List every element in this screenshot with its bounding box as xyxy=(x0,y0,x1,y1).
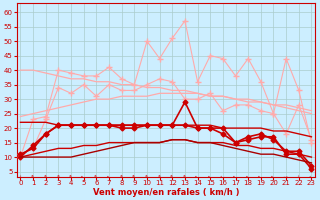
Text: ↗: ↗ xyxy=(55,174,62,181)
Text: ↗: ↗ xyxy=(144,174,150,181)
Text: ↗: ↗ xyxy=(156,174,163,181)
Text: ↖: ↖ xyxy=(308,174,315,181)
Text: ↑: ↑ xyxy=(106,174,112,181)
Text: ↑: ↑ xyxy=(232,174,239,181)
Text: ↗: ↗ xyxy=(42,174,49,181)
Text: ↗: ↗ xyxy=(30,174,36,181)
Text: ↖: ↖ xyxy=(220,174,226,181)
Text: ↗: ↗ xyxy=(181,174,188,181)
X-axis label: Vent moyen/en rafales ( km/h ): Vent moyen/en rafales ( km/h ) xyxy=(93,188,239,197)
Text: ↗: ↗ xyxy=(68,174,75,181)
Text: ↗: ↗ xyxy=(93,174,100,181)
Text: ↘: ↘ xyxy=(283,174,290,181)
Text: ↑: ↑ xyxy=(257,174,264,181)
Text: ↑: ↑ xyxy=(194,174,201,181)
Text: ↑: ↑ xyxy=(80,174,87,181)
Text: ↑: ↑ xyxy=(245,174,252,181)
Text: ↗: ↗ xyxy=(131,174,138,181)
Text: ↑: ↑ xyxy=(207,174,214,181)
Text: ↗: ↗ xyxy=(169,174,176,181)
Text: ↗: ↗ xyxy=(118,174,125,181)
Text: ↙: ↙ xyxy=(295,174,302,181)
Text: ↙: ↙ xyxy=(17,174,24,181)
Text: ↑: ↑ xyxy=(270,174,277,181)
